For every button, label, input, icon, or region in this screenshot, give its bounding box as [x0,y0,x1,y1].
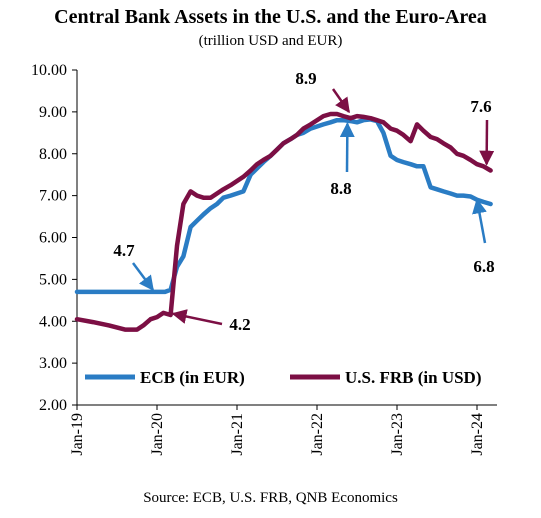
y-tick-label: 4.00 [39,313,67,330]
ecb-legend-label: ECB (in EUR) [140,368,245,387]
chart-title: Central Bank Assets in the U.S. and the … [54,6,487,28]
annotation-label: 8.9 [295,69,316,88]
y-tick-label: 2.00 [39,397,67,414]
x-tick-label: Jan-23 [389,413,406,456]
annotation-label: 7.6 [470,97,491,116]
annotation-arrow [131,262,155,292]
y-tick-label: 10.00 [31,62,67,79]
chart-legend: ECB (in EUR) U.S. FRB (in USD) [85,368,482,387]
x-tick-label: Jan-22 [309,413,326,456]
annotation-label: 4.2 [229,315,250,334]
y-tick-label: 9.00 [39,104,67,121]
y-tick-label: 8.00 [39,146,67,163]
x-tick-label: Jan-21 [229,413,246,456]
annotation-label: 4.7 [113,241,135,260]
ecb-series-line [74,117,493,295]
annotation-arrow [331,88,351,114]
chart-annotations: 4.7 4.2 8.9 8.8 7.6 6.8 [113,69,494,334]
annotation-arrow [472,198,487,244]
chart-subtitle: (trillion USD and EUR) [198,33,343,49]
annotation-arrow [171,309,223,326]
fed-legend-label: U.S. FRB (in USD) [345,368,482,387]
annotation-label: 6.8 [473,257,494,276]
chart-axes: 10.009.008.007.006.005.004.003.002.00Jan… [31,62,497,456]
chart-source: Source: ECB, U.S. FRB, QNB Economics [143,490,398,506]
x-tick-label: Jan-24 [469,413,486,456]
y-tick-label: 3.00 [39,355,67,372]
chart-lines [74,111,493,332]
y-tick-label: 6.00 [39,230,67,247]
x-tick-label: Jan-20 [149,413,166,456]
y-tick-label: 5.00 [39,271,67,288]
y-tick-label: 7.00 [39,188,67,205]
annotation-label: 8.8 [330,179,351,198]
x-tick-label: Jan-19 [69,413,86,456]
fed-series-line [74,111,493,332]
